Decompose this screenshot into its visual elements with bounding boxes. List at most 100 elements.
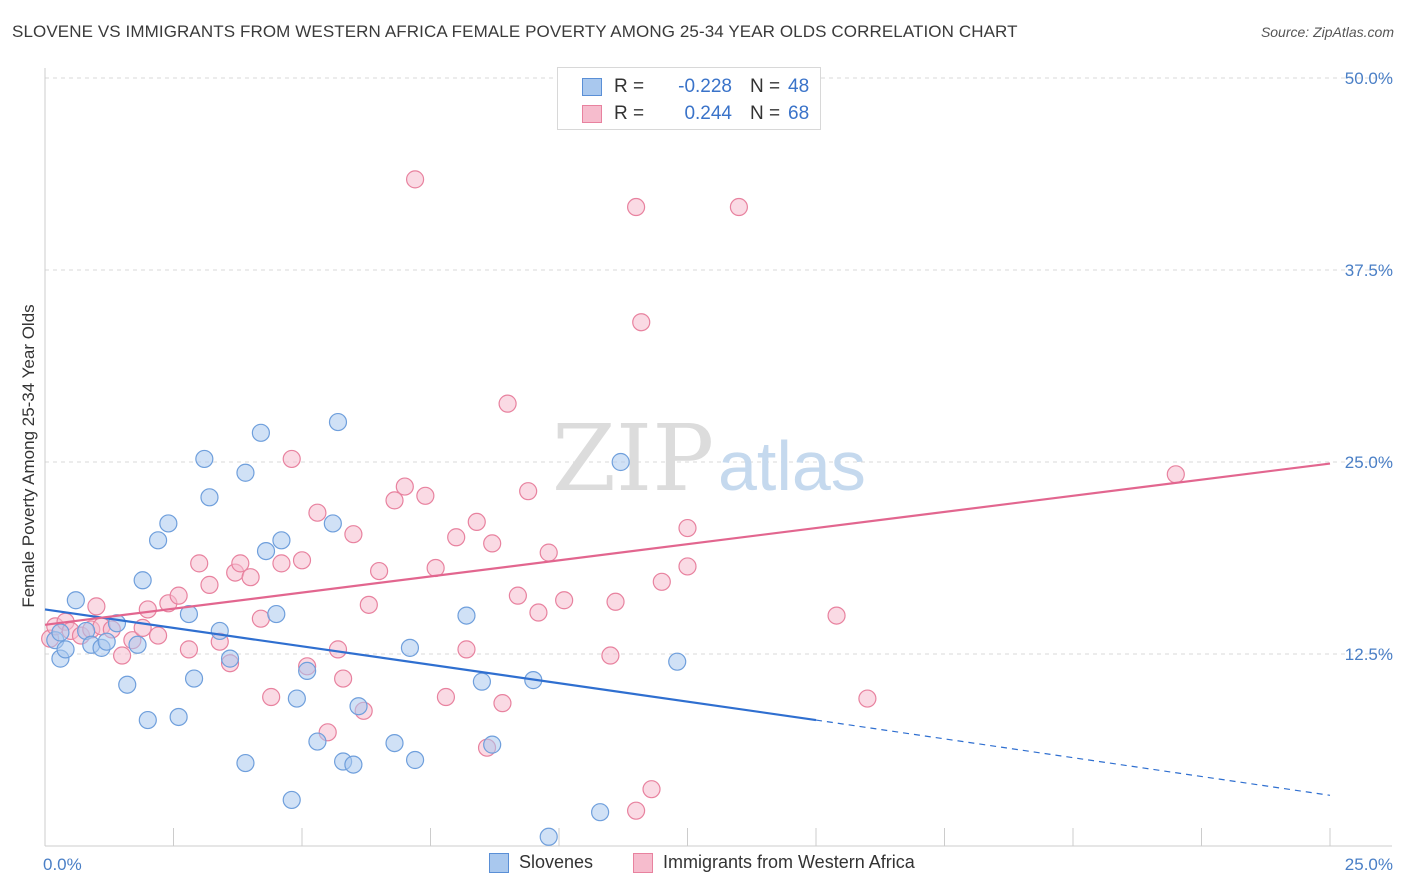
bottom-legend-immigrants: Immigrants from Western Africa xyxy=(633,852,915,873)
data-point-immigrants xyxy=(112,646,132,665)
data-point-immigrants xyxy=(251,609,270,628)
data-point-immigrants xyxy=(179,640,199,659)
data-point-slovenes xyxy=(184,669,204,688)
legend-n-label: N = xyxy=(750,76,781,97)
y-tick-label: 37.5% xyxy=(1345,261,1393,280)
data-point-slovenes xyxy=(405,750,425,770)
legend-r-label: R = xyxy=(614,76,645,97)
data-point-immigrants xyxy=(190,554,209,573)
data-point-immigrants xyxy=(519,482,538,501)
data-point-immigrants xyxy=(344,525,363,544)
legend-swatch-slovenes xyxy=(582,78,602,96)
data-point-immigrants xyxy=(508,586,527,605)
data-point-immigrants xyxy=(652,572,671,591)
data-point-immigrants xyxy=(457,640,476,659)
series-slovenes-points xyxy=(46,412,687,846)
series-immigrants-points xyxy=(41,170,1185,820)
legend-row-slovenes: R = -0.228 N = 48 xyxy=(582,75,809,99)
data-point-immigrants xyxy=(626,197,646,217)
data-point-immigrants xyxy=(262,687,281,707)
data-point-slovenes xyxy=(251,423,270,442)
data-point-immigrants xyxy=(231,554,250,573)
data-point-slovenes xyxy=(220,649,240,668)
data-point-slovenes xyxy=(159,514,178,533)
data-point-immigrants xyxy=(370,561,389,581)
data-point-immigrants xyxy=(308,503,327,522)
chart-title: SLOVENE VS IMMIGRANTS FROM WESTERN AFRIC… xyxy=(12,22,1018,41)
y-tick-label: 50.0% xyxy=(1345,69,1393,88)
data-point-slovenes xyxy=(195,449,214,469)
data-point-immigrants xyxy=(642,780,661,799)
bottom-legend-slovenes: Slovenes xyxy=(489,852,593,873)
data-point-slovenes xyxy=(236,753,255,773)
data-point-immigrants xyxy=(200,575,219,594)
data-point-immigrants xyxy=(539,543,558,562)
data-point-slovenes xyxy=(591,803,610,822)
data-point-immigrants xyxy=(395,477,414,496)
legend-row-immigrants: R = 0.244 N = 68 xyxy=(582,102,809,126)
bottom-legend-swatch-slovenes xyxy=(489,852,509,873)
data-point-immigrants xyxy=(416,486,435,505)
data-point-immigrants xyxy=(858,689,877,708)
data-point-slovenes xyxy=(97,632,116,651)
data-point-immigrants xyxy=(678,557,697,576)
data-point-slovenes xyxy=(236,463,255,482)
data-point-immigrants xyxy=(87,597,106,616)
data-point-slovenes xyxy=(611,452,630,472)
data-point-immigrants xyxy=(498,394,517,413)
y-tick-labels: 12.5% 25.0% 37.5% 50.0% xyxy=(1345,69,1393,664)
data-point-slovenes xyxy=(323,514,342,533)
data-point-slovenes xyxy=(400,638,420,657)
data-point-slovenes xyxy=(539,827,558,846)
data-point-immigrants xyxy=(328,640,348,659)
data-point-immigrants xyxy=(282,449,301,469)
data-point-immigrants xyxy=(436,687,456,707)
legend-n-value: 68 xyxy=(788,103,810,124)
data-point-slovenes xyxy=(472,672,491,691)
data-point-immigrants xyxy=(493,694,512,713)
trend-line-immigrants xyxy=(44,462,1331,626)
bottom-legend-label-slovenes: Slovenes xyxy=(519,852,594,872)
data-point-slovenes xyxy=(282,790,301,810)
data-point-slovenes xyxy=(344,755,363,774)
data-point-immigrants xyxy=(292,551,312,570)
data-point-slovenes xyxy=(298,661,317,680)
legend-r-value: -0.228 xyxy=(678,76,732,97)
x-tick-labels: 0.0% 25.0% xyxy=(43,855,1393,874)
data-point-immigrants xyxy=(385,491,404,510)
data-point-slovenes xyxy=(200,488,219,507)
watermark-atlas: atlas xyxy=(718,427,866,505)
data-point-slovenes xyxy=(349,697,368,716)
data-point-slovenes xyxy=(272,531,291,550)
watermark-zip: ZIP xyxy=(552,405,714,512)
data-point-immigrants xyxy=(555,591,574,610)
bottom-legend-swatch-immigrants xyxy=(633,852,653,873)
trend-line-slovenes xyxy=(44,608,817,722)
trend-line-slovenes-extrapolated xyxy=(815,719,1331,796)
data-point-immigrants xyxy=(483,534,502,553)
data-point-immigrants xyxy=(241,568,260,587)
legend-r-label: R = xyxy=(614,103,645,124)
data-point-immigrants xyxy=(359,595,378,614)
x-tick-label: 0.0% xyxy=(43,855,82,874)
data-point-immigrants xyxy=(729,197,749,217)
data-point-slovenes xyxy=(179,604,199,624)
data-point-slovenes xyxy=(668,652,687,671)
data-point-immigrants xyxy=(529,603,548,622)
data-point-slovenes xyxy=(328,412,348,432)
data-point-slovenes xyxy=(148,531,168,550)
data-point-immigrants xyxy=(632,313,651,332)
axes xyxy=(44,68,1392,847)
data-point-slovenes xyxy=(138,710,157,730)
data-point-immigrants xyxy=(601,646,620,665)
data-point-slovenes xyxy=(267,604,286,624)
data-point-slovenes xyxy=(66,591,85,610)
data-point-immigrants xyxy=(606,592,625,611)
bottom-legend-label-immigrants: Immigrants from Western Africa xyxy=(663,852,915,872)
data-point-immigrants xyxy=(678,518,697,538)
data-point-slovenes xyxy=(133,571,152,590)
data-point-immigrants xyxy=(626,801,646,820)
data-point-slovenes xyxy=(118,675,137,694)
data-point-slovenes xyxy=(308,732,327,751)
